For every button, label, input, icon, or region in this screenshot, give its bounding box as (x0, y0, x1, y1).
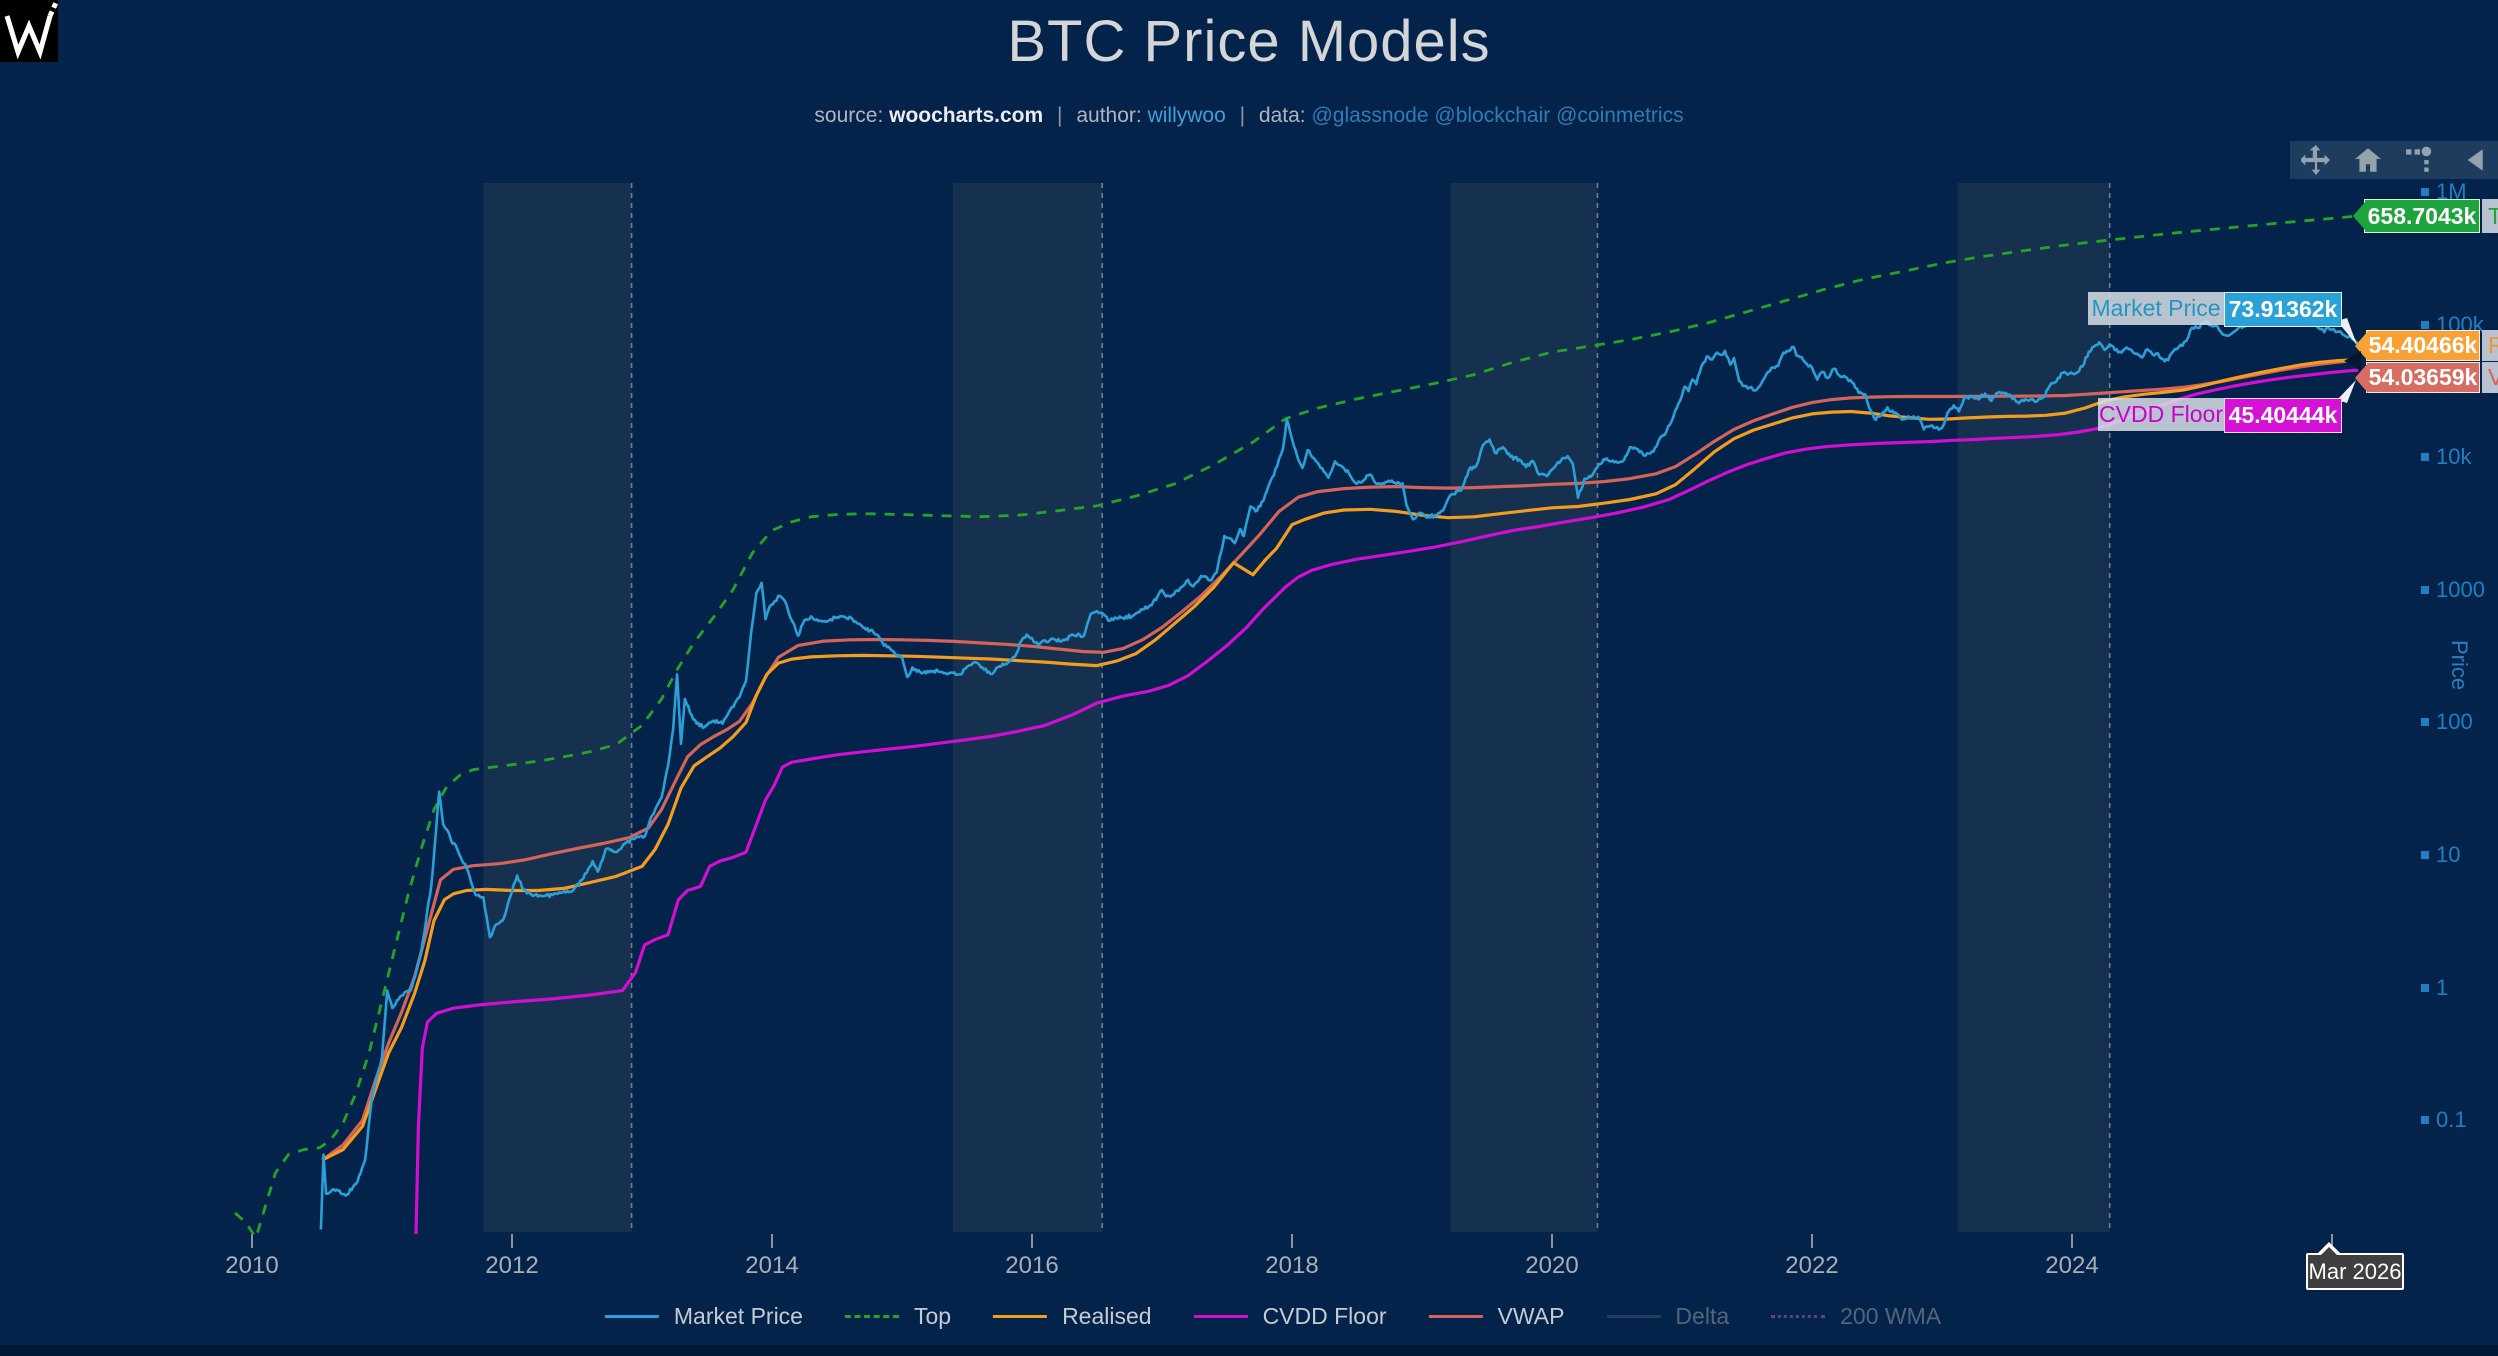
legend-item-market-price[interactable]: Market Price (604, 1303, 803, 1330)
chart-toolbar (2290, 141, 2498, 179)
legend-swatch-icon (604, 1315, 659, 1318)
x-tick-2022: 2022 (1785, 1252, 1839, 1279)
tick-bullet-icon (2421, 320, 2429, 329)
x-tick-2020: 2020 (1525, 1252, 1579, 1279)
legend-item-delta[interactable]: Delta (1606, 1303, 1729, 1330)
vwap-value-label: 54.03659k (2366, 362, 2480, 393)
separator: | (1239, 104, 1246, 127)
legend-label: Top (913, 1303, 952, 1329)
top-model-name-tag: Top (2482, 199, 2498, 233)
realised-name-tag: Realised (2482, 330, 2498, 361)
source-label: source: (814, 104, 884, 127)
hover-mode-button[interactable] (2446, 141, 2498, 179)
author-link[interactable]: willywoo (1147, 104, 1226, 127)
market-price-leader (2337, 318, 2357, 345)
tick-bullet-icon (2421, 983, 2429, 992)
toggle-spikelines-button[interactable] (2394, 141, 2446, 179)
reset-axes-button[interactable] (2342, 141, 2394, 179)
legend-label: CVDD Floor (1262, 1303, 1387, 1329)
legend-item-top[interactable]: Top (844, 1303, 952, 1330)
legend-label: 200 WMA (1840, 1303, 1942, 1329)
pan-button[interactable] (2290, 141, 2342, 179)
legend-item-vwap[interactable]: VWAP (1428, 1303, 1565, 1330)
y-tick-10: 10 (2421, 841, 2460, 869)
legend-item-cvdd-floor[interactable]: CVDD Floor (1193, 1303, 1387, 1330)
market-price-value-label: 73.91362k (2224, 292, 2342, 327)
x-tick-2012: 2012 (485, 1252, 539, 1279)
legend-label: Market Price (673, 1303, 803, 1329)
y-tick-10k: 10k (2421, 443, 2471, 471)
cvdd-floor-value-label: 45.40444k (2224, 398, 2342, 433)
bottom-strip (0, 1345, 2498, 1356)
halving-epoch-band (1450, 183, 1598, 1232)
chart-legend: Market Price Top Realised CVDD Floor VWAP Del… (604, 1303, 1941, 1330)
legend-label: VWAP (1497, 1303, 1565, 1329)
halving-epoch-band (952, 183, 1103, 1232)
tick-bullet-icon (2421, 718, 2429, 727)
realised-price-value-label: 54.40466k (2366, 330, 2480, 361)
x-tick-2014: 2014 (745, 1252, 799, 1279)
separator: | (1057, 104, 1063, 127)
series-top (234, 214, 2359, 1234)
tick-bullet-icon (2421, 585, 2429, 594)
author-label: author: (1076, 104, 1142, 127)
legend-swatch-icon (1193, 1315, 1248, 1318)
spikelines-icon (2406, 146, 2432, 172)
page-title: BTC Price Models (1007, 9, 1491, 74)
hover-date-label: Mar 2026 (2306, 1242, 2404, 1290)
converging-arrow-icon (2344, 351, 2361, 371)
legend-swatch-icon (1428, 1315, 1483, 1318)
tick-bullet-icon (2421, 851, 2429, 859)
tick-bullet-icon (2421, 188, 2429, 196)
data-sources-links[interactable]: @glassnode @blockchair @coinmetrics (1311, 104, 1684, 127)
series-market-price (319, 310, 2359, 1230)
top-model-value-label: 658.7043k (2364, 199, 2480, 233)
x-tick-2018: 2018 (1265, 1252, 1319, 1279)
x-tick-2010: 2010 (225, 1252, 279, 1279)
x-tick-2024: 2024 (2045, 1252, 2099, 1279)
legend-item-200-wma[interactable]: 200 WMA (1771, 1303, 1941, 1330)
legend-swatch-icon (993, 1315, 1048, 1318)
legend-swatch-icon (844, 1315, 899, 1318)
y-tick-1: 1 (2421, 974, 2448, 1002)
market-price-name-tag: Market Price (2088, 292, 2224, 325)
legend-swatch-icon (1771, 1315, 1826, 1318)
pan-icon (2301, 145, 2330, 175)
home-icon (2355, 148, 2381, 172)
series-realised (321, 358, 2359, 1162)
legend-label: Realised (1062, 1303, 1152, 1329)
woocharts-logo[interactable] (0, 0, 60, 62)
w-logo-icon (4, 0, 60, 60)
cvdd-floor-name-tag: CVDD Floor (2098, 398, 2224, 431)
data-label: data: (1258, 104, 1306, 127)
vwap-name-tag: VWAP (2482, 362, 2498, 393)
legend-label: Delta (1675, 1303, 1730, 1329)
legend-swatch-icon (1606, 1315, 1661, 1318)
hover-compare-icon (2467, 149, 2483, 171)
cvdd-floor-leader (2337, 380, 2356, 403)
series-cvdd-floor (414, 368, 2359, 1234)
y-tick-100: 100 (2421, 708, 2473, 736)
legend-item-realised[interactable]: Realised (993, 1303, 1152, 1330)
halving-epoch-band (483, 183, 632, 1232)
caret-up-icon (2320, 1247, 2338, 1256)
tick-bullet-icon (2421, 453, 2429, 462)
x-tick-2016: 2016 (1005, 1252, 1059, 1279)
page-subtitle: source: woocharts.com | author: willywoo… (0, 104, 2498, 128)
y-tick-1000: 1000 (2421, 576, 2485, 604)
source-value: woocharts.com (889, 104, 1044, 127)
tick-bullet-icon (2421, 1116, 2429, 1125)
series-vwap (321, 358, 2359, 1162)
y-tick-0.1: 0.1 (2421, 1106, 2467, 1134)
